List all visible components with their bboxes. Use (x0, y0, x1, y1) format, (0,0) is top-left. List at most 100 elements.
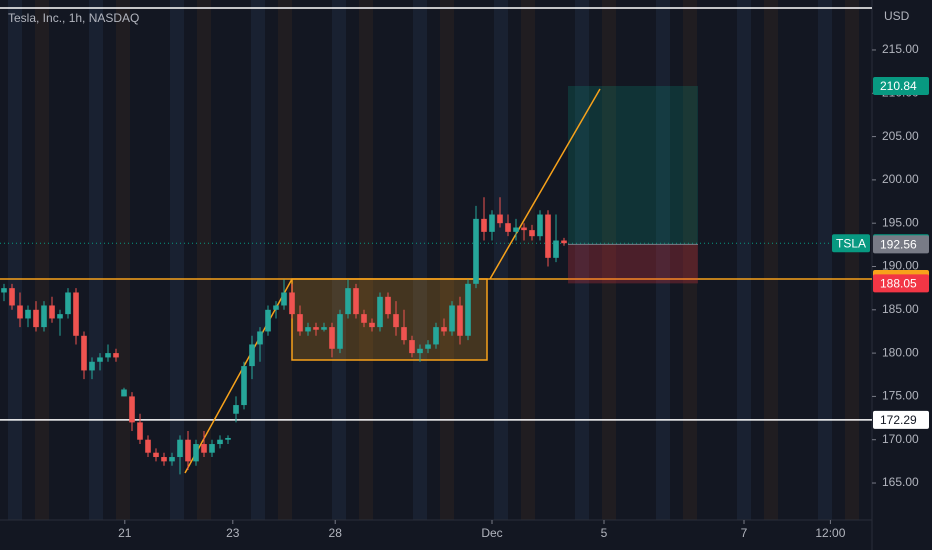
session-stripe (440, 0, 454, 520)
candle-body (145, 439, 151, 453)
x-tick-label: 21 (118, 526, 132, 540)
candle-body (457, 305, 463, 336)
session-stripe (359, 0, 373, 520)
candle-body (49, 305, 55, 319)
session-stripe (683, 0, 697, 520)
candle-body (281, 292, 287, 306)
candle-body (209, 444, 215, 453)
candle-body (81, 335, 87, 371)
symbol-label: TSLA (836, 236, 866, 250)
candle-body (345, 288, 351, 315)
candle-body (185, 439, 191, 462)
candle-body (177, 439, 183, 458)
session-stripe (602, 0, 616, 520)
candle-body (305, 327, 311, 332)
candle-body (129, 396, 135, 423)
candle-body (537, 214, 543, 237)
candle-body (353, 288, 359, 315)
candle-body (337, 314, 343, 349)
session-stripe (656, 0, 670, 520)
price-label: 210.84 (880, 79, 917, 93)
candle-body (137, 422, 143, 440)
candle-body (41, 305, 47, 328)
candle-body (433, 327, 439, 345)
session-stripe (332, 0, 346, 520)
candle-body (161, 457, 167, 462)
y-tick-label: 170.00 (882, 432, 919, 446)
y-tick-label: 215.00 (882, 42, 919, 56)
candle-body (385, 296, 391, 315)
price-label: 172.29 (880, 413, 917, 427)
y-tick-label: 175.00 (882, 389, 919, 403)
session-stripe (278, 0, 292, 520)
candle-body (89, 361, 95, 371)
session-stripe (170, 0, 184, 520)
price-label: 188.05 (880, 277, 917, 291)
candle-body (241, 366, 247, 406)
symbol-label-box (832, 234, 870, 253)
candle-body (1, 288, 7, 293)
candle-body (497, 214, 503, 224)
session-stripe (764, 0, 778, 520)
candle-body (9, 288, 15, 306)
session-stripe (8, 0, 22, 520)
x-tick-label: Dec (481, 526, 502, 540)
candle-body (441, 327, 447, 332)
candle-body (17, 305, 23, 319)
y-tick-label: 195.00 (882, 215, 919, 229)
session-stripe (521, 0, 535, 520)
candle-body (153, 452, 159, 458)
session-stripe (251, 0, 265, 520)
trend-line (184, 278, 293, 474)
candle-body (553, 240, 559, 258)
candle-body (361, 314, 367, 323)
price-label-box (873, 77, 929, 96)
session-stripe (737, 0, 751, 520)
x-tick-label: 28 (329, 526, 343, 540)
y-tick-label: 205.00 (882, 129, 919, 143)
session-stripe (575, 0, 589, 520)
x-tick-label: 12:00 (815, 526, 845, 540)
candle-body (529, 230, 535, 237)
session-stripe (413, 0, 427, 520)
candle-body (201, 444, 207, 453)
candle-body (321, 327, 327, 330)
candle-body (121, 389, 127, 397)
candle-body (481, 218, 487, 232)
y-tick-label: 190.00 (882, 259, 919, 273)
candle-body (425, 344, 431, 349)
y-tick-label: 180.00 (882, 345, 919, 359)
candle-body (257, 331, 263, 345)
candle-body (273, 305, 279, 310)
candle-body (417, 348, 423, 354)
stop-zone (568, 244, 698, 284)
price-label-box (873, 235, 929, 254)
candle-body (521, 227, 527, 231)
candle-body (377, 296, 383, 328)
candle-body (297, 314, 303, 332)
y-tick-label: 185.00 (882, 302, 919, 316)
candle-body (73, 292, 79, 336)
trend-line (489, 88, 601, 280)
chart-title: Tesla, Inc., 1h, NASDAQ (8, 11, 139, 25)
session-stripes (8, 0, 859, 520)
candle-body (409, 340, 415, 354)
candle-body (513, 227, 519, 232)
price-label: 192.56 (880, 237, 917, 251)
session-stripe (845, 0, 859, 520)
candle-body (313, 327, 319, 330)
candle-body (465, 283, 471, 336)
price-label-box (873, 274, 929, 293)
currency: USD (884, 9, 910, 23)
candle-body (265, 309, 271, 332)
candle-body (473, 218, 479, 284)
candle-body (561, 240, 567, 244)
candle-body (449, 305, 455, 332)
candle-body (217, 439, 223, 445)
candle-body (97, 357, 103, 362)
candle-body (225, 437, 231, 440)
x-tick-label: 5 (601, 526, 608, 540)
candle-body (505, 223, 511, 232)
y-tick-label: 165.00 (882, 475, 919, 489)
